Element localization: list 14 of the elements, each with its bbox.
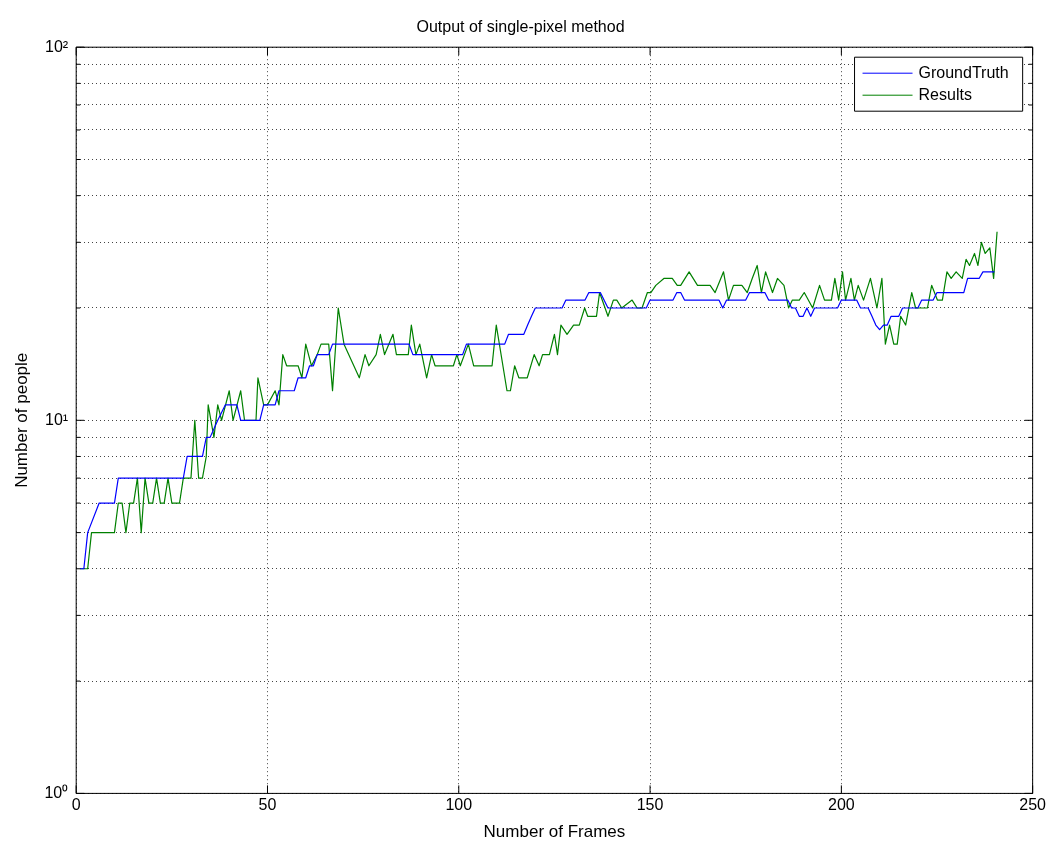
y-tick-label: 10⁰: [44, 783, 69, 801]
chart-title: Output of single-pixel method: [416, 18, 625, 36]
x-tick-label: 100: [445, 796, 473, 814]
x-tick-label: 150: [636, 796, 664, 814]
x-tick-label: 0: [71, 796, 81, 814]
y-axis-title: Number of people: [11, 352, 31, 488]
x-tick-label: 50: [258, 796, 277, 814]
x-tick-label: 250: [1019, 796, 1047, 814]
y-tick-label: 10¹: [45, 410, 69, 428]
y-tick-label: 10²: [45, 37, 69, 55]
legend-label: Results: [918, 85, 972, 103]
x-axis-title: Number of Frames: [483, 822, 626, 842]
legend-label: GroundTruth: [918, 63, 1009, 81]
x-tick-label: 200: [828, 796, 855, 814]
